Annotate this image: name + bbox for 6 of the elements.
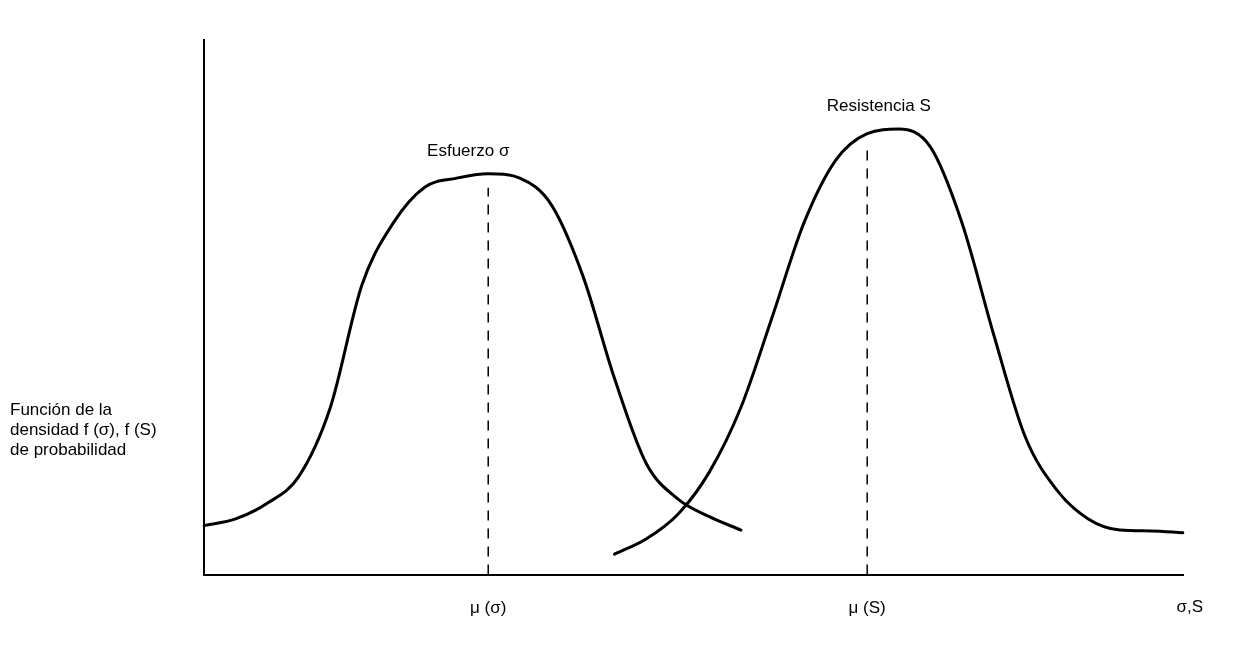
series-label: Esfuerzo σ: [427, 140, 510, 160]
x-tick-label: μ (σ): [470, 598, 507, 618]
x-axis-title: σ,S: [1176, 596, 1203, 616]
x-tick-label: μ (S): [848, 598, 886, 618]
y-axis-title: Función de la densidad f (σ), f (S) de probabilidad: [10, 400, 158, 460]
series-label: Resistencia S: [826, 96, 931, 116]
